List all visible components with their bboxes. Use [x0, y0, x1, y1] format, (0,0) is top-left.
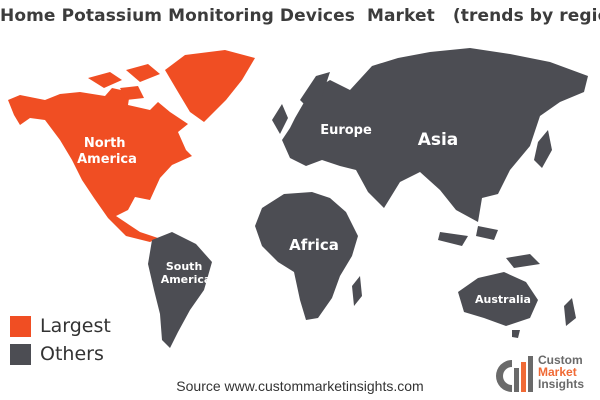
japan	[534, 130, 552, 168]
north-america-landmass	[8, 88, 192, 242]
arctic-island-1	[88, 72, 122, 88]
arctic-island-3	[120, 86, 144, 100]
logo-wordmark: Custom Market Insights	[538, 354, 584, 390]
source-credit: Source www.custommarketinsights.com	[176, 378, 424, 394]
logo-line-custom: Custom	[538, 353, 583, 367]
label-africa: Africa	[289, 236, 339, 254]
logo-c-shape	[496, 360, 512, 392]
madagascar	[352, 276, 362, 306]
label-australia: Australia	[475, 293, 531, 306]
indonesia-1	[438, 232, 468, 246]
label-asia: Asia	[418, 130, 459, 150]
africa-landmass	[255, 192, 358, 320]
australia-landmass	[458, 272, 538, 326]
region-south-america	[148, 232, 212, 348]
legend: Largest Others	[10, 312, 111, 368]
scandinavia	[300, 72, 330, 110]
logo-line-market: Market	[538, 365, 577, 379]
legend-label-others: Others	[40, 343, 104, 365]
indonesia-2	[476, 226, 498, 240]
region-eurasia	[272, 48, 588, 268]
tasmania	[512, 330, 520, 338]
legend-item-largest: Largest	[10, 312, 111, 340]
label-south-america: South America	[161, 260, 212, 286]
eurasia-landmass	[282, 48, 588, 222]
brand-logo: Custom Market Insights	[490, 354, 600, 398]
region-africa	[255, 192, 362, 320]
uk-island	[272, 104, 288, 134]
logo-bar-1	[514, 368, 519, 392]
logo-bar-3	[528, 356, 533, 392]
legend-swatch-largest	[10, 315, 31, 337]
logo-bar-2	[521, 362, 526, 392]
legend-item-others: Others	[10, 340, 111, 368]
south-america-landmass	[148, 232, 212, 348]
region-australia	[458, 272, 576, 338]
label-europe: Europe	[320, 123, 372, 138]
logo-line-insights: Insights	[538, 377, 585, 391]
region-north-america	[8, 50, 255, 242]
greenland	[165, 50, 255, 122]
cmi-logo-icon	[496, 356, 533, 392]
arctic-island-2	[126, 64, 160, 82]
map-title: Home Potassium Monitoring Devices Market…	[0, 6, 600, 26]
label-north-america: North America	[77, 136, 137, 167]
new-zealand	[564, 298, 576, 326]
legend-swatch-others	[10, 343, 31, 365]
legend-label-largest: Largest	[40, 315, 111, 337]
new-guinea	[506, 254, 540, 268]
